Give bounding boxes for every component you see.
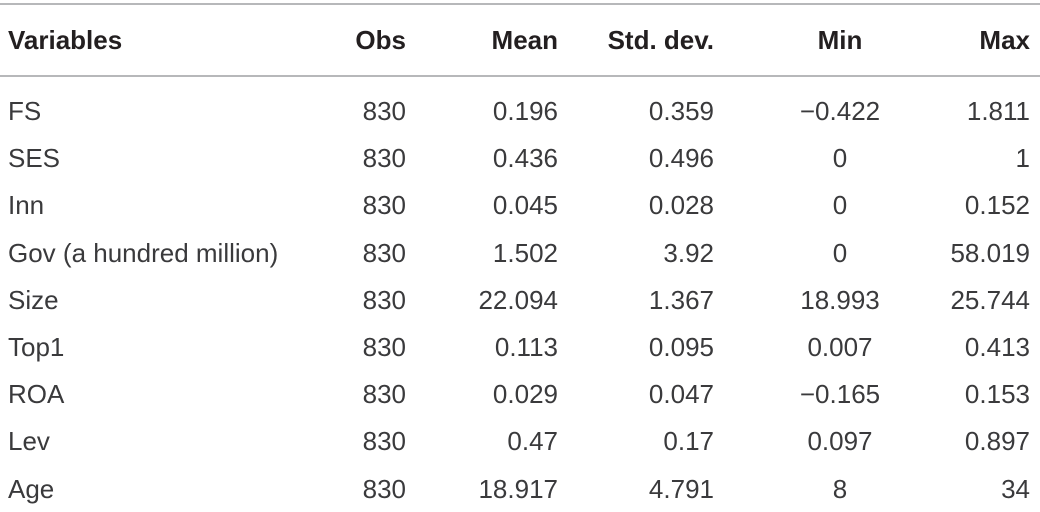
header-max: Max [979, 25, 1030, 55]
cell-min: −0.165 [799, 379, 881, 409]
cell-min: −0.422 [799, 96, 881, 126]
cell-variable: Age [8, 474, 55, 504]
cell-variable: FS [8, 96, 42, 126]
cell-obs: 830 [362, 474, 406, 504]
cell-variable: SES [8, 143, 61, 173]
header-variables: Variables [8, 25, 123, 55]
cell-obs: 830 [362, 285, 406, 315]
cell-variable: Size [8, 285, 59, 315]
cell-variable: Top1 [8, 332, 65, 362]
cell-max: 0.152 [964, 190, 1030, 220]
cell-variable: ROA [8, 379, 65, 409]
cell-variable: Gov (a hundred million) [8, 238, 279, 268]
header-obs: Obs [355, 25, 406, 55]
header-mean: Mean [491, 25, 558, 55]
cell-std-dev: 0.047 [648, 379, 714, 409]
cell-obs: 830 [362, 379, 406, 409]
cell-mean: 0.436 [492, 143, 558, 173]
cell-std-dev: 3.92 [663, 238, 714, 268]
table-top-rule [0, 3, 1040, 5]
cell-mean: 22.094 [478, 285, 558, 315]
cell-mean: 18.917 [478, 474, 558, 504]
table-row: FS 830 0.196 0.359 −0.422 1.811 [0, 89, 1040, 133]
cell-max: 1 [1015, 143, 1030, 173]
cell-obs: 830 [362, 238, 406, 268]
cell-std-dev: 0.028 [648, 190, 714, 220]
table-row: Gov (a hundred million) 830 1.502 3.92 0 58.0… [0, 231, 1040, 275]
cell-max: 0.897 [964, 426, 1030, 456]
cell-mean: 0.045 [492, 190, 558, 220]
cell-max: 25.744 [950, 285, 1030, 315]
cell-obs: 830 [362, 426, 406, 456]
cell-std-dev: 1.367 [648, 285, 714, 315]
cell-mean: 0.47 [507, 426, 558, 456]
table-row: ROA 830 0.029 0.047 −0.165 0.153 [0, 372, 1040, 416]
cell-max: 34 [1001, 474, 1030, 504]
header-min: Min [817, 25, 863, 55]
table-row: Top1 830 0.113 0.095 0.007 0.413 [0, 325, 1040, 369]
cell-mean: 0.196 [492, 96, 558, 126]
table-row: Age 830 18.917 4.791 8 34 [0, 467, 1040, 511]
cell-max: 1.811 [966, 96, 1030, 126]
cell-std-dev: 0.496 [648, 143, 714, 173]
cell-obs: 830 [362, 332, 406, 362]
table-row: Inn 830 0.045 0.028 0 0.152 [0, 183, 1040, 227]
table-header-row: Variables Obs Mean Std. dev. Min Max [0, 18, 1040, 62]
cell-mean: 1.502 [492, 238, 558, 268]
cell-min: 0 [832, 143, 848, 173]
table-row: Size 830 22.094 1.367 18.993 25.744 [0, 278, 1040, 322]
cell-min: 8 [832, 474, 848, 504]
cell-max: 58.019 [950, 238, 1030, 268]
cell-max: 0.413 [964, 332, 1030, 362]
cell-min: 0 [832, 238, 848, 268]
cell-min: 0 [832, 190, 848, 220]
cell-mean: 0.113 [494, 332, 558, 362]
cell-min: 0.097 [807, 426, 873, 456]
cell-obs: 830 [362, 96, 406, 126]
cell-std-dev: 0.359 [648, 96, 714, 126]
header-rule [0, 75, 1040, 77]
table-row: SES 830 0.436 0.496 0 1 [0, 136, 1040, 180]
table-row: Lev 830 0.47 0.17 0.097 0.897 [0, 419, 1040, 463]
cell-max: 0.153 [964, 379, 1030, 409]
cell-min: 18.993 [800, 285, 880, 315]
cell-std-dev: 0.17 [663, 426, 714, 456]
header-std-dev: Std. dev. [607, 25, 714, 55]
cell-mean: 0.029 [492, 379, 558, 409]
cell-std-dev: 4.791 [648, 474, 714, 504]
cell-obs: 830 [362, 190, 406, 220]
cell-obs: 830 [362, 143, 406, 173]
cell-min: 0.007 [807, 332, 873, 362]
cell-variable: Lev [8, 426, 50, 456]
cell-std-dev: 0.095 [648, 332, 714, 362]
cell-variable: Inn [8, 190, 45, 220]
